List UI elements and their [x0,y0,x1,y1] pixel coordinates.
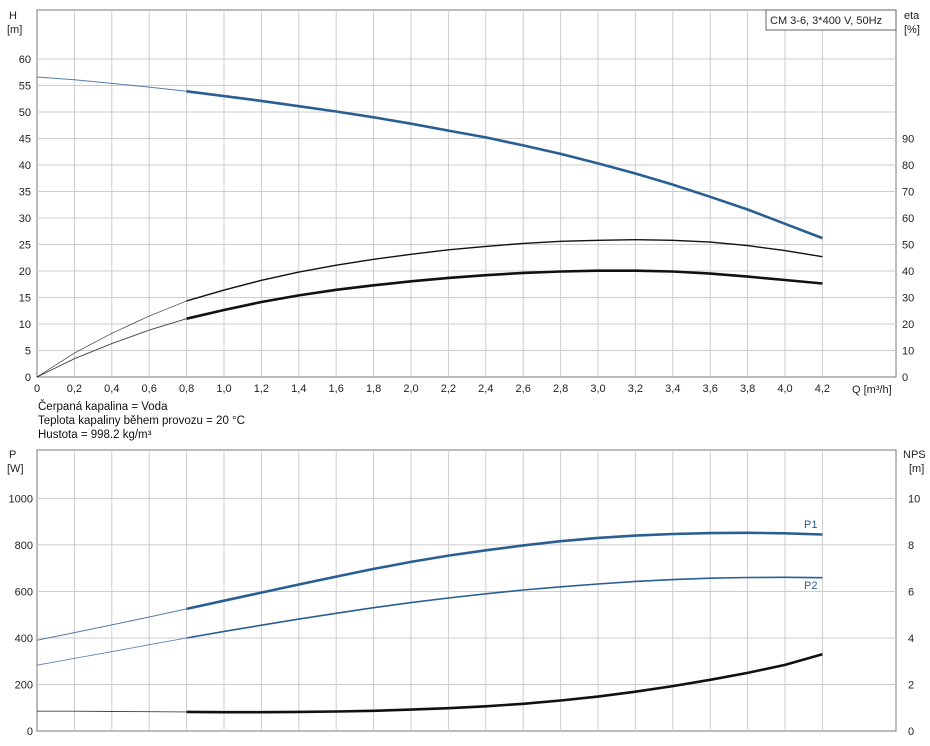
upper-left-tick-label: 15 [19,293,31,305]
lower-left-tick-label: 400 [15,633,33,645]
upper-left-tick-label: 55 [19,81,31,93]
upper-x-tick-label: 3,2 [628,383,643,395]
upper-x-tick-label: 0,8 [179,383,194,395]
p1-curve [186,531,823,611]
p2-curve-extrapolated [36,637,187,666]
upper-x-tick-label: 2,0 [403,383,418,395]
upper-left-tick-label: 20 [19,266,31,278]
upper-left-tick-label: 40 [19,160,31,172]
upper-x-tick-label: 2,4 [478,383,493,395]
upper-right-tick-label: 80 [902,160,914,172]
temperature-info-line: Teplota kapaliny během provozu = 20 °C [38,415,245,427]
p2-curve [186,576,823,639]
head-curve [186,90,823,240]
lower-left-tick-label: 1000 [9,493,33,505]
upper-x-tick-label: 1,2 [254,383,269,395]
lower-left-tick-label: 600 [15,586,33,598]
upper-x-tick-label: 1,6 [329,383,344,395]
upper-right-tick-label: 10 [902,346,914,358]
lower-right-tick-label: 10 [908,493,920,505]
lower-series [36,531,823,714]
upper-left-tick-label: 60 [19,54,31,66]
lower-right-tick-label: 4 [908,633,914,645]
upper-left-tick-label: 50 [19,107,31,119]
upper-right-tick-label: 0 [902,372,908,384]
upper-x-tick-label: 0,2 [67,383,82,395]
upper-x-tick-label: 3,8 [740,383,755,395]
efficiency-curve-thin [186,238,823,302]
upper-x-tick-label: 0,6 [142,383,157,395]
upper-x-axis-label: Q [m³/h] [852,384,892,396]
upper-x-tick-label: 1,0 [216,383,231,395]
upper-x-tick-label: 1,4 [291,383,306,395]
upper-tick-labels: 0 0,2 0,4 0,6 0,8 1,0 1,2 1,4 1,6 1,8 2,0 2,2 2,4 2,6… [19,54,915,395]
lower-left-tick-label: 200 [15,679,33,691]
p1-series-label: P1 [804,519,817,531]
density-info-line: Hustota = 998.2 kg/m³ [38,429,152,441]
lower-grid [36,449,897,732]
lower-left-axis-name: P [9,449,16,461]
efficiency-curve-thick-extrapolated [36,318,187,378]
lower-left-axis-unit: [W] [7,463,24,475]
lower-plot-frame [36,449,897,732]
upper-x-tick-label: 2,6 [516,383,531,395]
upper-x-tick-label: 1,8 [366,383,381,395]
upper-right-tick-label: 70 [902,187,914,199]
chart-title: CM 3-6, 3*400 V, 50Hz [770,15,882,27]
upper-x-tick-label: 3,4 [665,383,680,395]
upper-x-tick-label: 3,0 [590,383,605,395]
upper-right-axis-unit: [%] [904,24,920,36]
lower-left-tick-label: 0 [27,726,33,738]
upper-x-tick-label: 2,2 [441,383,456,395]
upper-x-tick-label: 3,6 [703,383,718,395]
upper-x-tick-label: 4,2 [815,383,830,395]
upper-x-tick-label: 4,0 [777,383,792,395]
upper-left-tick-label: 5 [25,346,31,358]
lower-right-tick-label: 6 [908,586,914,598]
lower-right-axis-unit: [m] [909,463,924,475]
upper-right-tick-label: 90 [902,134,914,146]
upper-right-tick-label: 40 [902,266,914,278]
upper-right-tick-label: 20 [902,319,914,331]
p2-series-label: P2 [804,580,817,592]
lower-right-tick-label: 8 [908,540,914,552]
p1-curve-extrapolated [36,608,187,641]
lower-left-tick-label: 800 [15,540,33,552]
upper-left-axis-unit: [m] [7,24,22,36]
upper-x-tick-label: 0 [34,383,40,395]
title-box [765,9,897,31]
upper-left-tick-label: 35 [19,187,31,199]
upper-left-axis-name: H [9,10,17,22]
upper-left-tick-label: 30 [19,213,31,225]
upper-right-axis-name: eta [904,10,920,22]
upper-left-tick-label: 25 [19,240,31,252]
upper-plot-frame [36,9,897,378]
upper-left-tick-label: 0 [25,372,31,384]
upper-grid [36,9,897,378]
npsh-curve-extrapolated [37,710,187,713]
upper-left-tick-label: 10 [19,319,31,331]
upper-x-tick-label: 0,4 [104,383,119,395]
lower-tick-labels: 0 200 400 600 800 1000 0 2 4 6 8 10 [9,493,921,738]
upper-x-tick-label: 2,8 [553,383,568,395]
head-curve-extrapolated [36,76,187,92]
upper-series [36,76,823,378]
lower-right-tick-label: 2 [908,679,914,691]
lower-right-axis-name: NPS [903,449,926,461]
fluid-info-line: Čerpaná kapalina = Voda [38,401,168,413]
lower-right-tick-label: 0 [908,726,914,738]
upper-right-tick-label: 30 [902,293,914,305]
efficiency-curve-thin-extrapolated [36,300,187,378]
npsh-curve [186,652,823,714]
efficiency-curve-thick [186,269,823,320]
upper-left-tick-label: 45 [19,134,31,146]
upper-right-tick-label: 50 [902,240,914,252]
upper-right-tick-label: 60 [902,213,914,225]
